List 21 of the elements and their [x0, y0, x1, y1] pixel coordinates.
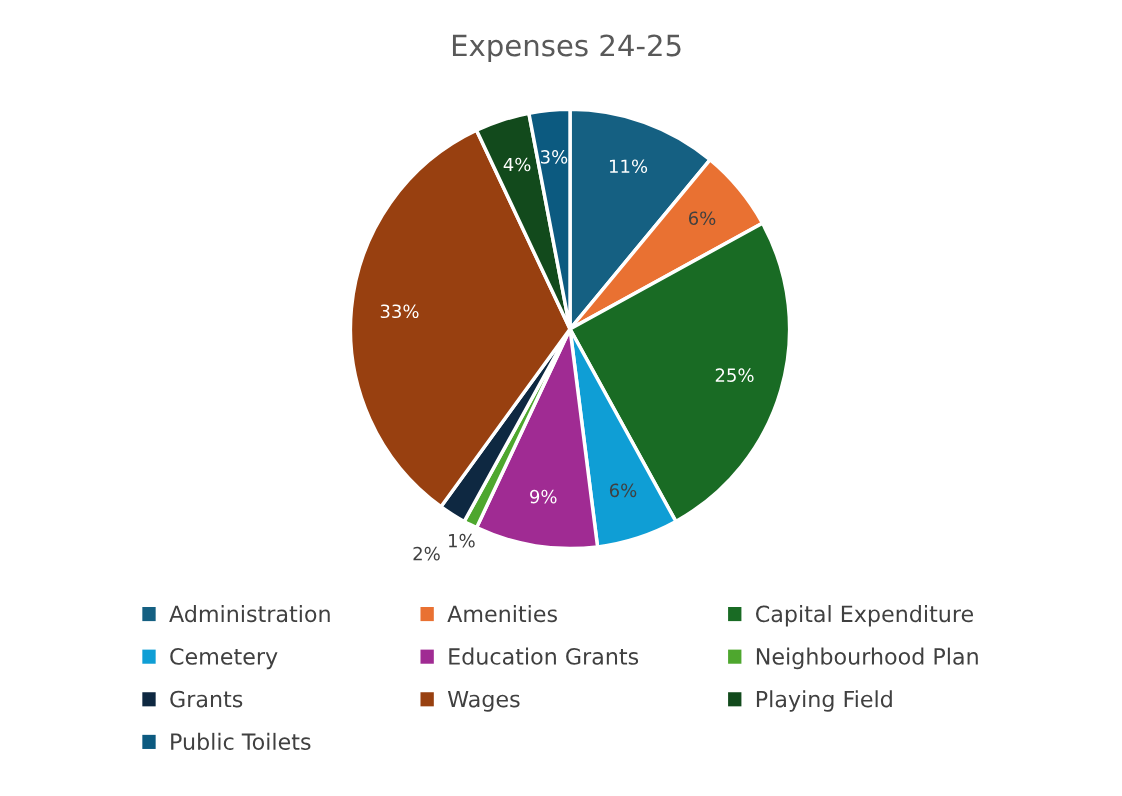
legend-label: Education Grants: [449, 647, 639, 665]
legend-label: Administration: [169, 605, 330, 623]
data-label: 3%: [540, 150, 568, 164]
data-label: 2%: [413, 546, 440, 561]
data-label: 1%: [449, 533, 475, 548]
legend-label: Neighbourhood Plan: [756, 647, 978, 670]
legend-label: Wages: [447, 690, 520, 712]
data-label: 33%: [380, 304, 419, 319]
legend-label: Cemetery: [170, 648, 278, 670]
legend-label: Amenities: [447, 605, 557, 623]
data-label: 6%: [688, 211, 716, 226]
legend-label: Public Toilets: [171, 732, 311, 751]
data-label: 9%: [530, 489, 557, 504]
chart-title: Expenses 24-25: [452, 34, 681, 63]
data-label: 6%: [609, 483, 637, 498]
data-label: 4%: [503, 157, 531, 172]
data-label: 11%: [609, 159, 648, 174]
data-label: 25%: [715, 368, 754, 383]
legend-label: Playing Field: [756, 690, 892, 712]
legend-label: Grants: [170, 690, 243, 708]
legend-label: Capital Expenditure: [756, 605, 973, 627]
